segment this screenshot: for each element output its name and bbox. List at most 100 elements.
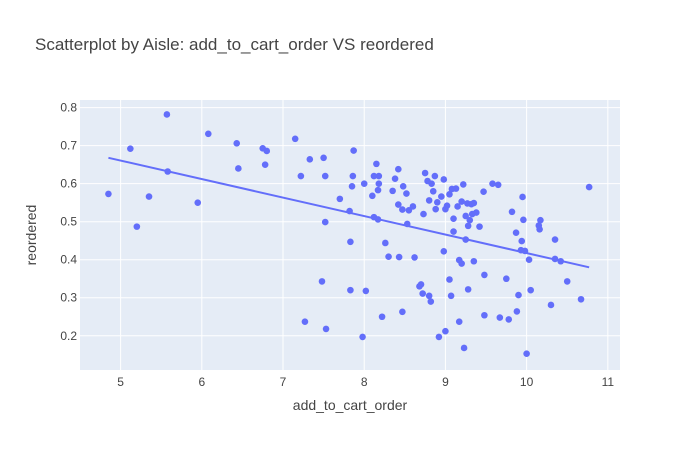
data-point	[537, 216, 544, 224]
data-point	[411, 254, 418, 261]
data-point	[360, 180, 368, 187]
data-point	[417, 281, 425, 288]
data-point	[301, 318, 309, 326]
data-point	[450, 215, 457, 222]
data-point	[263, 147, 271, 155]
data-point	[527, 286, 534, 294]
data-point	[512, 229, 520, 237]
data-point	[432, 205, 439, 213]
data-point	[508, 208, 516, 216]
data-point	[443, 202, 451, 210]
data-point	[563, 278, 571, 285]
x-tick-label: 10	[520, 375, 534, 389]
data-point	[145, 193, 153, 200]
data-point	[164, 168, 171, 175]
data-point	[551, 236, 559, 243]
data-point	[374, 216, 382, 223]
y-tick-label: 0.4	[60, 253, 77, 267]
data-point	[481, 271, 488, 279]
data-point	[382, 239, 389, 247]
data-point	[476, 223, 483, 230]
data-point	[347, 238, 354, 246]
data-point	[521, 247, 529, 255]
y-tick-label: 0.2	[60, 329, 77, 343]
data-point	[389, 187, 396, 195]
y-tick-labels: 0.2 0.3 0.4 0.5 0.6 0.7 0.8	[60, 101, 77, 343]
data-point	[438, 193, 445, 200]
data-point	[481, 311, 488, 319]
data-point	[385, 253, 392, 260]
data-point	[440, 176, 448, 183]
data-point	[127, 145, 134, 152]
data-point	[464, 222, 472, 230]
data-point	[525, 256, 533, 264]
data-point	[442, 327, 449, 335]
data-point	[297, 172, 305, 180]
data-point	[420, 210, 427, 218]
data-point	[503, 275, 510, 283]
data-point	[428, 180, 435, 187]
data-point	[513, 308, 521, 315]
data-point	[494, 181, 502, 189]
data-point	[306, 156, 314, 163]
data-point	[472, 209, 480, 216]
x-tick-label: 6	[198, 375, 205, 389]
data-point	[446, 191, 453, 198]
data-point	[347, 286, 354, 294]
data-point	[349, 172, 357, 180]
chart-title: Scatterplot by Aisle: add_to_cart_order …	[35, 35, 434, 54]
data-point	[362, 287, 370, 295]
data-point	[505, 316, 513, 323]
y-axis-title: reordered	[23, 205, 39, 266]
data-point	[462, 212, 470, 220]
y-tick-label: 0.3	[60, 291, 77, 305]
y-tick-label: 0.8	[60, 101, 77, 115]
data-point	[433, 198, 441, 206]
data-point	[378, 313, 386, 321]
data-point	[425, 292, 433, 300]
data-point	[447, 292, 455, 300]
data-point	[205, 130, 212, 138]
data-point	[462, 236, 470, 243]
data-point	[458, 198, 465, 205]
data-point	[321, 218, 329, 226]
data-point	[399, 206, 406, 213]
data-point	[446, 276, 453, 283]
data-point	[346, 207, 353, 215]
data-point	[395, 165, 402, 173]
data-points	[105, 111, 593, 357]
data-point	[233, 140, 241, 147]
data-point	[105, 190, 112, 198]
data-point	[470, 257, 478, 265]
data-point	[557, 257, 565, 265]
data-point	[322, 325, 330, 333]
data-point	[336, 195, 344, 203]
data-point	[585, 183, 593, 191]
data-point	[523, 350, 530, 357]
data-point	[261, 161, 269, 168]
data-point	[235, 165, 242, 172]
data-point	[399, 308, 406, 316]
data-point	[375, 172, 383, 180]
x-axis-title: add_to_cart_order	[293, 397, 408, 413]
data-point	[429, 187, 437, 195]
x-tick-label: 11	[602, 375, 615, 389]
data-point	[452, 185, 460, 192]
data-point	[320, 154, 327, 162]
data-point	[520, 216, 527, 224]
data-point	[431, 172, 439, 180]
data-point	[395, 201, 402, 208]
data-point	[454, 203, 461, 210]
data-point	[536, 225, 543, 233]
data-point	[374, 186, 382, 194]
data-point	[458, 260, 465, 267]
data-point	[421, 169, 429, 177]
data-point	[551, 255, 559, 263]
data-point	[547, 301, 555, 309]
plot-background	[80, 100, 620, 370]
data-point	[403, 220, 411, 228]
data-point	[470, 199, 478, 207]
data-point	[460, 344, 468, 352]
data-point	[427, 298, 435, 305]
